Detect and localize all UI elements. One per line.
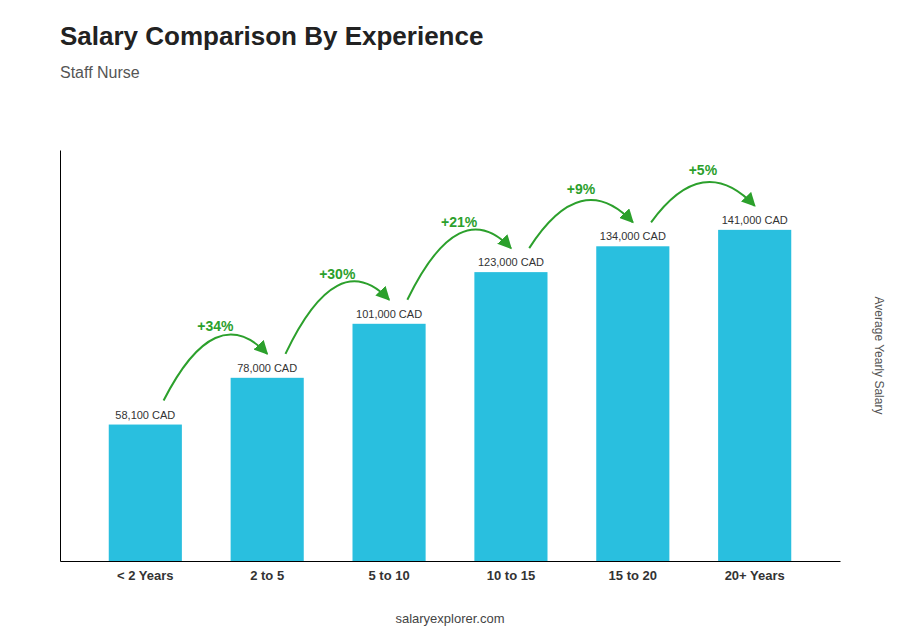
y-axis-title: Average Yearly Salary [872, 297, 886, 415]
bar [596, 246, 669, 561]
x-tick-label: 2 to 5 [250, 568, 284, 583]
bar [474, 272, 547, 561]
change-label: +34% [197, 318, 234, 334]
bars [109, 230, 792, 561]
change-arrow [407, 229, 511, 299]
bar [109, 425, 182, 561]
x-axis-line [61, 561, 841, 562]
x-tick-label: < 2 Years [117, 568, 174, 583]
x-tick: 2 to 5 [250, 561, 284, 583]
title: Salary Comparison By Experience [60, 21, 483, 51]
x-tick-label: 20+ Years [725, 568, 785, 583]
x-tick: 20+ Years [725, 561, 785, 583]
data-label: 123,000 CAD [478, 256, 544, 268]
change-arrow [651, 182, 755, 222]
x-tick-label: 5 to 10 [368, 568, 409, 583]
y-axis [60, 151, 61, 562]
bar [718, 230, 791, 561]
change-label: +30% [319, 266, 356, 282]
change-arrow [285, 281, 389, 353]
change-label: +5% [689, 162, 718, 178]
footer: salaryexplorer.com [395, 611, 504, 626]
x-tick: 10 to 15 [487, 561, 535, 583]
data-label: 134,000 CAD [600, 230, 666, 242]
bar [353, 324, 426, 561]
data-labels: 58,100 CAD 78,000 CAD 101,000 CAD 123,000 C… [115, 214, 787, 421]
chart-container: Salary Comparison By Experience Staff Nur… [0, 0, 900, 641]
x-tick-label: 15 to 20 [609, 568, 657, 583]
x-axis: < 2 Years 2 to 5 5 to 10 10 to 15 15 to 20 20… [61, 561, 841, 583]
x-tick-label: 10 to 15 [487, 568, 535, 583]
x-tick: < 2 Years [117, 561, 174, 583]
change-label: +21% [441, 214, 478, 230]
chart-svg: Salary Comparison By Experience Staff Nur… [0, 0, 900, 641]
x-tick: 15 to 20 [609, 561, 657, 583]
change-annotations: +34% +30% +21% +9% +5% [164, 162, 755, 400]
data-label: 101,000 CAD [356, 308, 422, 320]
x-tick: 5 to 10 [368, 561, 409, 583]
change-arrow [529, 200, 633, 248]
change-label: +9% [567, 181, 596, 197]
plot-area: < 2 Years 2 to 5 5 to 10 10 to 15 15 to 20 20… [61, 151, 841, 584]
data-label: 78,000 CAD [237, 362, 297, 374]
data-label: 58,100 CAD [115, 409, 175, 421]
y-axis-line [60, 151, 61, 562]
bar [231, 378, 304, 561]
change-arrow [164, 335, 268, 401]
data-label: 141,000 CAD [722, 214, 788, 226]
subtitle: Staff Nurse [60, 64, 140, 81]
